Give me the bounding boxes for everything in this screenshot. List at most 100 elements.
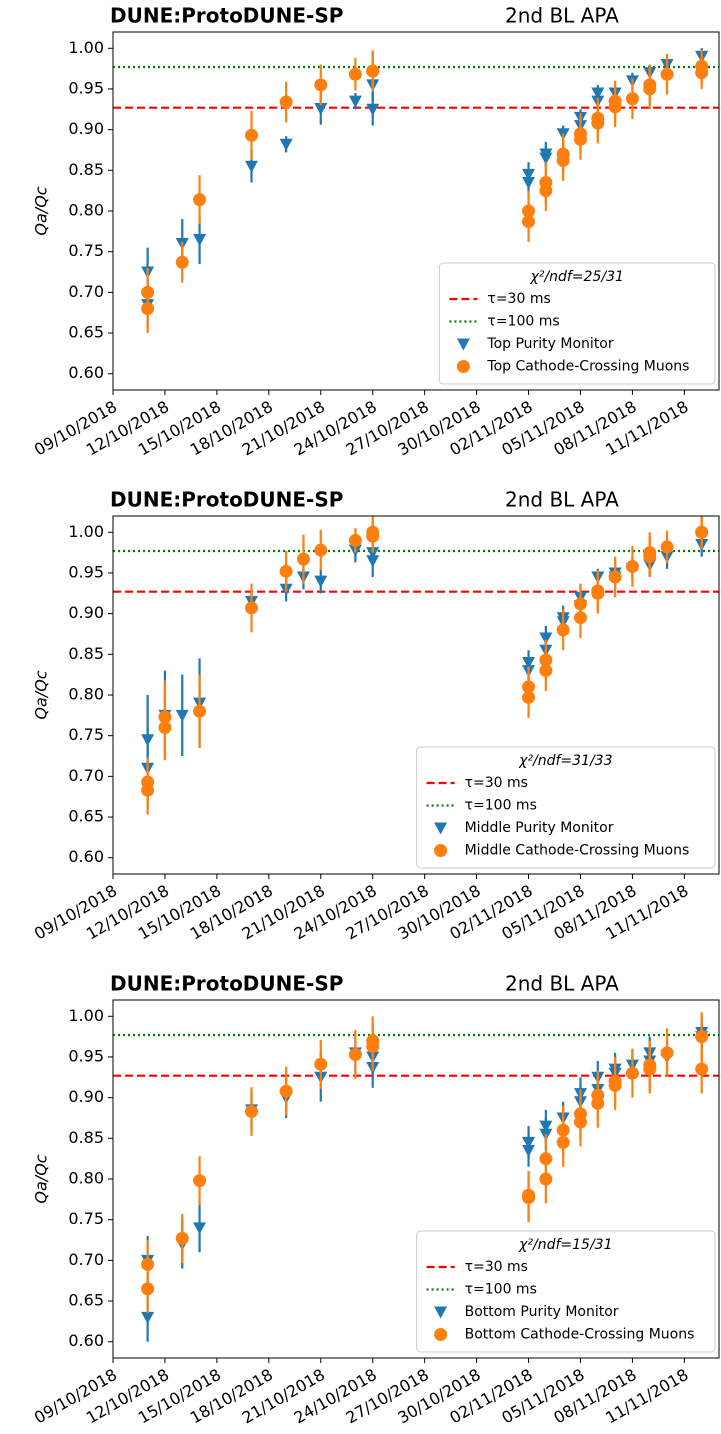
circle-marker — [625, 92, 639, 106]
circle-marker — [591, 1088, 605, 1102]
y-tick-label: 0.75 — [68, 1209, 104, 1228]
circle-marker — [366, 525, 380, 539]
circle-marker — [522, 1188, 536, 1202]
circle-marker — [175, 255, 189, 269]
legend-marker — [434, 844, 448, 857]
circle-marker — [279, 1084, 293, 1098]
y-tick-label: 0.70 — [68, 766, 104, 785]
circle-marker — [158, 721, 172, 735]
triangle-marker — [366, 555, 380, 568]
triangle-marker — [522, 168, 536, 181]
y-tick-label: 0.95 — [68, 562, 104, 581]
legend-label: τ=30 ms — [465, 1259, 528, 1275]
circle-marker — [366, 1039, 380, 1053]
circle-marker — [141, 775, 155, 789]
circle-marker — [522, 680, 536, 694]
legend-label: Top Purity Monitor — [486, 336, 613, 352]
circle-marker — [573, 1107, 587, 1121]
y-tick-label: 0.65 — [68, 323, 104, 342]
circle-marker — [279, 564, 293, 578]
triangle-marker — [193, 1222, 207, 1235]
y-tick-label: 0.90 — [68, 119, 104, 138]
circle-marker — [366, 64, 380, 78]
circle-marker — [245, 601, 259, 615]
circle-marker — [314, 1057, 328, 1071]
legend-box — [416, 746, 716, 869]
circle-marker — [643, 546, 657, 560]
legend-marker — [456, 360, 470, 373]
triangle-marker — [522, 1136, 536, 1149]
legend-marker — [434, 822, 448, 835]
legend-label: Middle Cathode-Crossing Muons — [465, 843, 690, 859]
circle-marker — [695, 1062, 709, 1076]
triangle-marker — [193, 233, 207, 246]
legend-label: Bottom Cathode-Crossing Muons — [465, 1327, 695, 1343]
y-tick-label: 0.85 — [68, 1128, 104, 1147]
circle-marker — [695, 59, 709, 73]
y-tick-label: 0.65 — [68, 1291, 104, 1310]
circle-marker — [591, 111, 605, 125]
circle-marker — [660, 1046, 674, 1060]
circle-marker — [193, 193, 207, 207]
circle-marker — [556, 147, 570, 161]
circle-marker — [522, 204, 536, 218]
legend-marker — [434, 1328, 448, 1341]
y-tick-label: 0.95 — [68, 1046, 104, 1065]
circle-marker — [245, 1104, 259, 1118]
y-tick-label: 0.90 — [68, 1087, 104, 1106]
legend-title: χ²/ndf=25/31 — [530, 269, 624, 285]
y-axis-label: Qa/Qc — [32, 670, 51, 719]
circle-marker — [608, 570, 622, 584]
y-tick-label: 1.00 — [68, 522, 104, 541]
y-tick-label: 0.80 — [68, 1169, 104, 1188]
plot-frame — [112, 999, 720, 1359]
chart-subtitle: 2nd BL APA — [505, 4, 619, 28]
circle-marker — [245, 128, 259, 142]
circle-marker — [348, 1048, 362, 1062]
circle-marker — [193, 1174, 207, 1188]
legend-label: τ=100 ms — [487, 314, 559, 330]
y-axis-label: Qa/Qc — [32, 1154, 51, 1203]
triangle-marker — [175, 709, 189, 722]
legend-box — [416, 1230, 716, 1353]
legend-label: τ=30 ms — [487, 291, 550, 307]
legend-label: τ=100 ms — [465, 798, 537, 814]
circle-marker — [175, 1231, 189, 1245]
circle-marker — [643, 78, 657, 92]
y-tick-label: 0.60 — [68, 1331, 104, 1350]
legend-marker — [434, 1306, 448, 1319]
triangle-marker — [348, 95, 362, 108]
triangle-marker — [141, 734, 155, 747]
circle-marker — [591, 584, 605, 598]
y-tick-label: 0.70 — [68, 282, 104, 301]
circle-marker — [539, 653, 553, 667]
circle-marker — [348, 67, 362, 81]
chart-title: DUNE:ProtoDUNE-SP — [110, 488, 343, 512]
circle-marker — [539, 1152, 553, 1166]
triangle-marker — [314, 102, 328, 115]
triangle-marker — [141, 1311, 155, 1324]
circle-marker — [556, 623, 570, 637]
circle-marker — [279, 95, 293, 109]
circle-marker — [573, 127, 587, 141]
plot-frame — [112, 31, 720, 391]
y-tick-label: 0.65 — [68, 807, 104, 826]
circle-marker — [695, 1030, 709, 1044]
circle-marker — [296, 552, 310, 566]
legend-title: χ²/ndf=31/33 — [518, 753, 612, 769]
circle-marker — [348, 533, 362, 547]
y-tick-label: 0.85 — [68, 644, 104, 663]
y-tick-label: 0.75 — [68, 241, 104, 260]
triangle-marker — [279, 138, 293, 151]
circle-marker — [608, 1074, 622, 1088]
chart-subtitle: 2nd BL APA — [505, 488, 619, 512]
circle-marker — [193, 704, 207, 718]
y-tick-label: 1.00 — [68, 1006, 104, 1025]
circle-marker — [539, 176, 553, 190]
legend-marker — [456, 338, 470, 351]
legend-label: τ=30 ms — [465, 775, 528, 791]
circle-marker — [141, 1257, 155, 1271]
circle-marker — [660, 540, 674, 554]
